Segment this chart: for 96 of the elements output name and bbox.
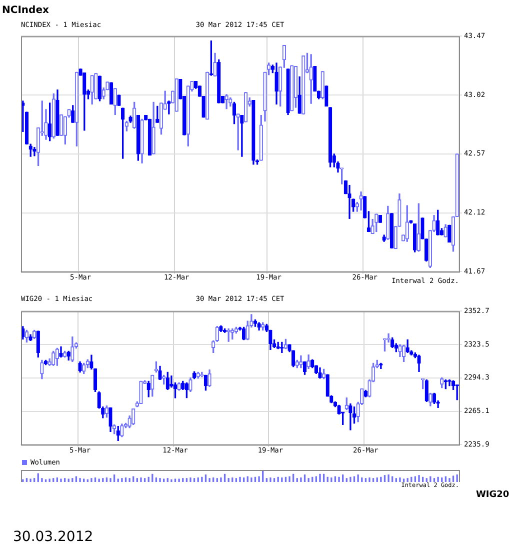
candlestick: [63, 116, 68, 144]
candlestick: [417, 354, 421, 372]
candlestick: [379, 362, 383, 369]
candlestick: [28, 334, 32, 341]
candlestick: [226, 328, 230, 342]
candlestick: [140, 118, 144, 164]
candlestick: [78, 361, 82, 373]
candlestick: [428, 392, 432, 406]
candlestick: [424, 238, 428, 262]
candlestick: [291, 350, 296, 368]
candlestick: [236, 114, 240, 150]
candlestick: [409, 220, 413, 224]
candlestick: [328, 107, 332, 168]
candlestick: [162, 374, 166, 385]
candlestick: [306, 354, 310, 369]
candlestick: [436, 210, 440, 236]
candlestick: [318, 367, 322, 379]
candlestick: [124, 120, 128, 132]
candlestick: [158, 366, 162, 380]
candlestick: [148, 118, 152, 156]
candlestick: [398, 193, 402, 227]
candlestick: [298, 76, 302, 114]
candlestick: [98, 76, 102, 102]
candlestick: [348, 403, 352, 430]
candlestick: [206, 72, 210, 120]
candlestick: [348, 184, 352, 219]
candlestick: [240, 114, 244, 157]
candlestick: [412, 224, 417, 252]
chart-title: NCIndex: [2, 5, 49, 16]
candlestick: [109, 82, 114, 105]
candlestick: [302, 55, 306, 114]
candlestick: [40, 360, 44, 380]
candlestick: [252, 100, 256, 165]
candlestick: [340, 168, 344, 184]
candlestick: [71, 105, 75, 123]
candlestick: [394, 226, 398, 250]
candlestick: [117, 94, 121, 106]
candlestick: [224, 94, 228, 110]
candlestick: [386, 333, 390, 342]
candlestick: [257, 322, 261, 330]
candlestick: [386, 206, 390, 240]
candlestick: [324, 86, 328, 106]
candlestick: [154, 361, 158, 373]
candlestick: [166, 372, 170, 390]
candlestick: [60, 114, 64, 136]
candlestick: [290, 65, 294, 112]
candlestick: [420, 218, 424, 240]
candlestick: [108, 407, 112, 432]
candlestick: [219, 325, 223, 332]
candlestick: [274, 62, 278, 105]
candlestick: [213, 52, 217, 76]
candlestick: [398, 344, 402, 357]
text: 30.03.2012: [13, 529, 94, 546]
candlestick: [74, 72, 79, 146]
candlestick: [359, 191, 363, 210]
candlestick: [284, 338, 288, 350]
candlestick: [120, 424, 124, 438]
candlestick: [167, 100, 171, 114]
candlestick: [286, 68, 290, 115]
candlestick: [156, 106, 160, 123]
candlestick: [136, 114, 140, 161]
candlestick: [139, 380, 143, 404]
candlestick: [28, 144, 32, 157]
candlestick: [448, 379, 452, 386]
candlestick: [32, 330, 36, 339]
candlestick: [259, 114, 263, 161]
candlestick: [390, 213, 394, 248]
candlestick: [132, 408, 136, 426]
candlestick: [232, 102, 236, 124]
candlestick: [90, 75, 94, 105]
candlestick: [299, 355, 303, 368]
candlestick: [56, 89, 60, 136]
candlestick: [374, 214, 378, 232]
candlestick: [177, 382, 181, 391]
candlestick: [152, 102, 156, 154]
candlestick: [113, 88, 117, 115]
candlestick: [59, 346, 63, 358]
candlestick: [276, 342, 280, 350]
text: WIG20: [476, 490, 509, 501]
candlestick: [128, 116, 132, 123]
candlestick: [261, 322, 265, 330]
candlestick: [244, 92, 248, 122]
candlestick: [217, 59, 221, 104]
candlestick: [309, 54, 313, 104]
candlestick: [188, 377, 192, 392]
candlestick: [444, 224, 448, 238]
candlestick: [32, 147, 36, 156]
candlestick: [294, 66, 298, 108]
candlestick: [378, 215, 382, 223]
candlestick: [402, 344, 406, 362]
candlestick: [159, 102, 164, 135]
candlestick: [320, 71, 324, 100]
candlestick: [36, 330, 40, 358]
candlestick: [52, 93, 56, 139]
candlestick: [208, 369, 212, 387]
candlestick: [382, 234, 386, 242]
